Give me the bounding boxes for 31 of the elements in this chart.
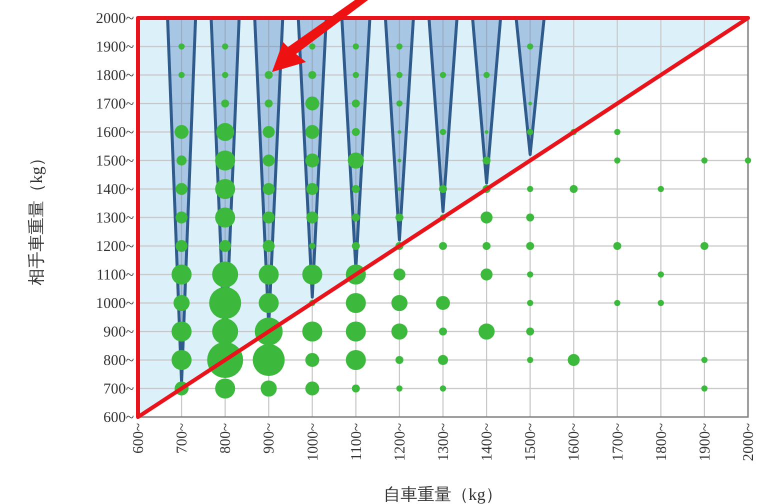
x-tick-label: 1900~ [697, 423, 714, 462]
y-tick-label: 1100~ [96, 268, 134, 284]
y-tick-label: 2000~ [96, 11, 134, 27]
x-tick-label: 900~ [262, 423, 278, 454]
y-tick-label: 1000~ [96, 296, 134, 312]
y-tick-label: 1700~ [96, 96, 134, 112]
y-tick-label: 1200~ [96, 239, 134, 255]
y-tick-label: 1500~ [96, 154, 134, 170]
x-tick-label: 1000~ [305, 423, 322, 462]
y-tick-label: 1800~ [96, 68, 134, 84]
y-tick-label: 1400~ [96, 182, 134, 198]
x-tick-label: 1300~ [436, 423, 452, 462]
x-tick-label: 1800~ [654, 423, 670, 462]
x-tick-label: 1600~ [566, 423, 583, 462]
y-tick-label: 1900~ [96, 40, 134, 56]
y-tick-label: 1600~ [96, 125, 134, 141]
y-tick-label: 800~ [103, 353, 134, 369]
y-tick-label: 1300~ [96, 210, 134, 226]
y-tick-label: 900~ [103, 324, 134, 340]
y-tick-label: 700~ [103, 382, 134, 398]
x-tick-label: 1500~ [523, 423, 540, 462]
y-tick-label: 600~ [103, 410, 134, 426]
x-axis-title: 自車重量（kg） [384, 485, 502, 504]
x-tick-label: 1100~ [348, 423, 365, 461]
x-tick-label: 800~ [218, 423, 234, 454]
x-tick-label: 700~ [174, 423, 191, 454]
x-tick-label: 1700~ [610, 423, 626, 462]
y-axis-title: 相手車重量（kg） [27, 150, 46, 286]
x-tick-label: 1400~ [480, 423, 496, 462]
x-tick-label: 2000~ [741, 423, 757, 462]
x-tick-label: 1200~ [392, 423, 408, 462]
